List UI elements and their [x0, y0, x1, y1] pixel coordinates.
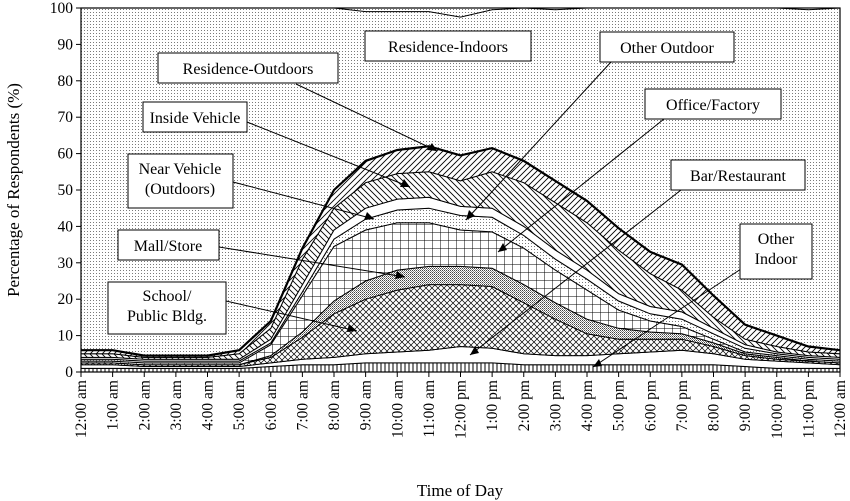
annotation-bar-restaurant: Bar/Restaurant: [469, 159, 806, 356]
outdoor-total-line: [81, 145, 841, 357]
x-tick-label: 12:00 pm: [453, 380, 470, 439]
x-tick-label: 8:00 am: [326, 380, 343, 430]
x-tick-label: 12:00 am: [832, 380, 849, 438]
y-tick-label: 50: [58, 182, 74, 199]
annotation-text: Residence-Outdoors: [183, 61, 314, 78]
x-tick-label: 7:00 am: [294, 380, 311, 430]
y-tick-label: 0: [65, 364, 73, 381]
y-tick-label: 60: [58, 146, 74, 163]
y-tick-label: 80: [58, 73, 74, 90]
x-tick-label: 2:00 pm: [516, 380, 533, 431]
y-axis-title: Percentage of Respondents (%): [4, 83, 23, 297]
annotation-residence-indoors: Residence-Indoors: [364, 30, 532, 62]
annotation-school-public-bldg: School/Public Bldg.: [107, 281, 358, 335]
y-tick-label: 70: [58, 109, 74, 126]
x-tick-label: 1:00 pm: [484, 380, 501, 431]
y-tick-label: 20: [58, 291, 74, 308]
annotation-office-factory: Office/Factory: [497, 88, 782, 253]
annotation-inside-vehicle: Inside Vehicle: [142, 101, 411, 188]
annotation-mall-store: Mall/Store: [117, 229, 406, 279]
x-tick-label: 5:00 am: [231, 380, 248, 430]
x-tick-label: 3:00 pm: [547, 380, 564, 431]
x-axis-title: Time of Day: [417, 481, 504, 500]
x-tick-label: 9:00 pm: [737, 380, 754, 431]
x-tick-label: 4:00 pm: [579, 380, 596, 431]
x-tick-label: 10:00 pm: [769, 380, 786, 439]
x-tick-label: 1:00 am: [105, 380, 122, 430]
x-tick-label: 7:00 pm: [674, 380, 691, 431]
x-tick-label: 11:00 pm: [800, 380, 817, 438]
annotation-other-indoor: Other Indoor: [592, 223, 813, 368]
x-tick-label: 4:00 am: [200, 380, 217, 430]
x-tick-label: 3:00 am: [168, 380, 185, 430]
x-tick-label: 11:00 am: [421, 380, 438, 438]
annotation-text: Bar/Restaurant: [690, 168, 787, 185]
annotation-text: Office/Factory: [666, 97, 760, 114]
y-tick-label: 90: [58, 36, 74, 53]
x-tick-label: 12:00 am: [73, 380, 90, 438]
annotation-text: Other Indoor: [755, 231, 798, 268]
y-tick-label: 100: [50, 0, 74, 17]
x-tick-label: 8:00 pm: [706, 380, 723, 431]
top-line-layer: [81, 145, 841, 357]
annotation-residence-outdoors: Residence-Outdoors: [157, 52, 438, 152]
x-tick-label: 9:00 am: [358, 380, 375, 430]
x-axis: 12:00 am 1:00 am 2:00 am 3:00 am 4:00 am 5:00…: [73, 372, 849, 439]
annotation-text: Residence-Indoors: [388, 39, 508, 56]
y-tick-label: 10: [58, 328, 74, 345]
y-tick-label: 40: [58, 218, 74, 235]
x-tick-label: 5:00 pm: [611, 380, 628, 431]
x-tick-label: 10:00 am: [389, 380, 406, 438]
y-tick-label: 30: [58, 255, 74, 272]
annotation-text: Other Outdoor: [620, 40, 714, 57]
y-axis: 0 10 20 30 40 50 60 70 80 90 100: [50, 0, 81, 381]
annotation-text: Mall/Store: [134, 238, 202, 255]
annotation-other-outdoor: Other Outdoor: [465, 31, 735, 221]
annotation-text: Near Vehicle (Outdoors): [139, 161, 222, 198]
x-tick-label: 2:00 am: [136, 380, 153, 430]
x-tick-label: 6:00 am: [263, 380, 280, 430]
x-tick-label: 6:00 pm: [642, 380, 659, 431]
annotation-near-vehicle: Near Vehicle (Outdoors): [127, 153, 375, 220]
annotation-text: Inside Vehicle: [150, 110, 241, 127]
annotation-text: School/Public Bldg.: [127, 288, 207, 325]
